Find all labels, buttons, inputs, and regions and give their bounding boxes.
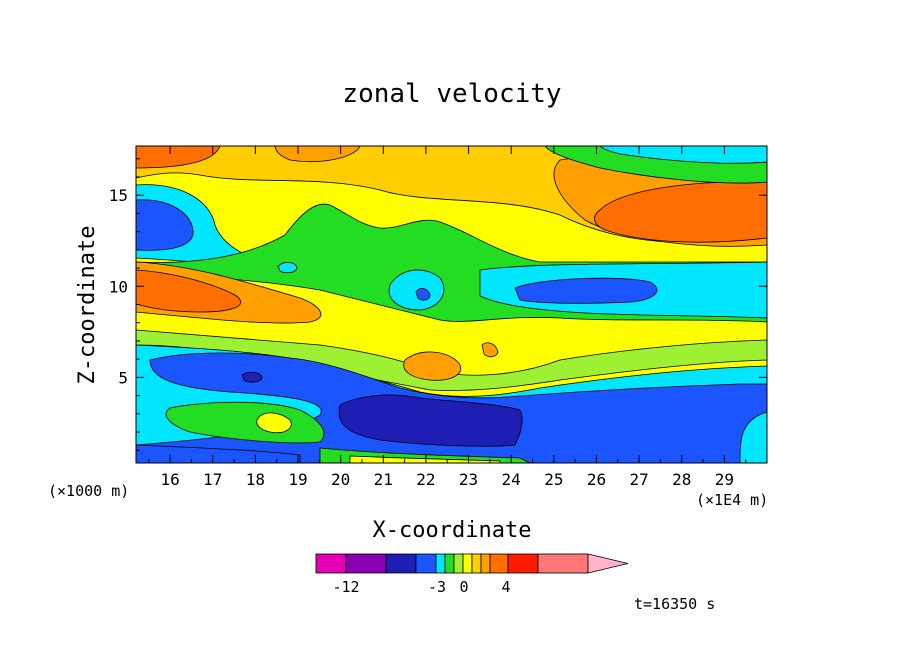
colorbar-swatch: [480, 553, 491, 574]
colorbar-swatch: [435, 553, 446, 574]
y-tick-label: 15: [109, 186, 128, 205]
colorbar-tick-label: 0: [459, 578, 468, 596]
x-tick-label: 29: [715, 470, 734, 489]
colorbar-swatch: [385, 553, 417, 574]
x-tick-label: 25: [544, 470, 563, 489]
colorbar-swatch: [537, 553, 589, 574]
x-tick-label: 21: [374, 470, 393, 489]
x-axis-label: X-coordinate: [373, 518, 532, 543]
y-tick-label: 5: [118, 368, 128, 387]
contour-fill-blue-right-core: [514, 277, 658, 304]
time-label: t=16350 s: [634, 595, 715, 613]
colorbar-tick-label: 4: [501, 578, 510, 596]
colorbar-swatch: [453, 553, 464, 574]
x-tick-label: 23: [459, 470, 478, 489]
x-tick-label: 22: [416, 470, 435, 489]
contour-fill-lower-green: [165, 401, 325, 444]
contour-fill-left-blue: [136, 199, 194, 251]
contour-fill-bottom-blue-strip: [136, 444, 301, 463]
colorbar-swatch: [462, 553, 473, 574]
colorbar-swatch: [507, 553, 539, 574]
plot-area: [136, 146, 767, 463]
colorbar: [315, 553, 629, 574]
colorbar-tick-labels: -12 -3 0 4: [332, 578, 510, 596]
x-tick-label: 20: [331, 470, 350, 489]
y-unit-label: (×1000 m): [48, 482, 129, 500]
x-tick-label: 28: [672, 470, 691, 489]
x-tick-label: 17: [203, 470, 222, 489]
colorbar-swatch: [345, 553, 387, 574]
y-axis-ticks: 5 10 15: [109, 158, 767, 451]
colorbar-tick-label: -3: [428, 578, 446, 596]
colorbar-swatch: [315, 553, 347, 574]
chart-title: zonal velocity: [342, 79, 561, 109]
contour-fill-navy-spot-left: [241, 371, 263, 383]
colorbar-swatch: [415, 553, 437, 574]
x-unit-label: (×1E4 m): [696, 491, 768, 509]
colorbar-swatch: [489, 553, 509, 574]
colorbar-arrow: [587, 553, 629, 574]
x-tick-label: 24: [502, 470, 521, 489]
x-tick-label: 26: [587, 470, 606, 489]
contour-fill-lower-navy: [338, 394, 523, 447]
contour-fill-small-orange-spot: [481, 342, 499, 358]
contour-fill-top-center-orange: [274, 146, 361, 163]
x-tick-label: 16: [160, 470, 179, 489]
contour-fill-mid-cyan-blob: [388, 269, 445, 311]
x-tick-label: 27: [629, 470, 648, 489]
x-tick-label: 19: [288, 470, 307, 489]
contour-fill-upper-red-orange: [594, 181, 767, 243]
colorbar-swatch: [471, 553, 482, 574]
contour-fill-top-left-red: [136, 146, 221, 169]
contour-fill-mid-blue-spot: [415, 288, 431, 301]
contour-fill-top-right-cyan: [599, 146, 767, 164]
contour-fill-mid-orange-blob: [403, 351, 462, 381]
y-tick-label: 10: [109, 277, 128, 296]
x-tick-label: 18: [246, 470, 265, 489]
contour-fill-lower-yellow-spot: [256, 412, 292, 434]
contour-fill-left-red-orange: [136, 269, 242, 313]
contour-fill-bottom-yellow-strip: [349, 455, 501, 463]
contour-fill-small-cyan-left: [277, 262, 298, 274]
y-axis-label: Z-coordinate: [75, 226, 100, 385]
colorbar-swatch: [444, 553, 455, 574]
colorbar-tick-label: -12: [332, 578, 359, 596]
x-axis-ticks: 16 17 18 19 20 21 22 23 24 25 26 27 28 29: [148, 146, 747, 489]
